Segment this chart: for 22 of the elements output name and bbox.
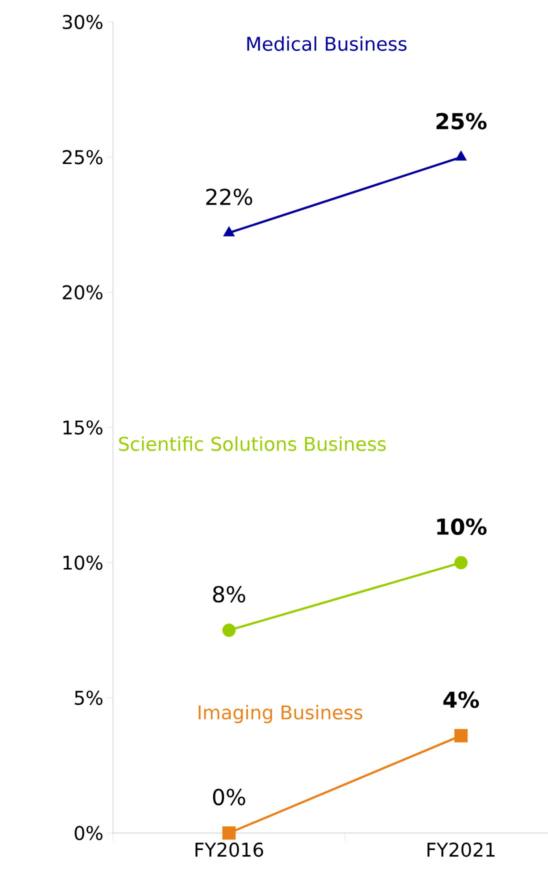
y-tick-label: 15% xyxy=(63,420,102,435)
y-tick-label: 20% xyxy=(62,285,102,300)
y-tick-label: 5% xyxy=(74,690,102,705)
y-tick-label: 10% xyxy=(63,556,102,570)
data-label: 10% xyxy=(437,518,487,535)
point xyxy=(454,556,468,570)
data-label: 4% xyxy=(443,691,479,708)
y-tick-label: 30% xyxy=(62,14,102,30)
data-label: 0% xyxy=(213,788,246,806)
point xyxy=(222,826,236,840)
y-tick-label: 0% xyxy=(74,826,102,840)
point xyxy=(454,729,468,742)
point xyxy=(222,624,236,637)
text: Imaging Business xyxy=(198,704,362,724)
text: Medical Business xyxy=(247,36,407,51)
data-label: 8% xyxy=(213,586,246,603)
y-tick-label: 25% xyxy=(62,150,102,164)
text: Scientific Solutions Business xyxy=(119,436,386,452)
data-label: 25% xyxy=(436,112,487,130)
data-label: 22% xyxy=(206,188,252,206)
x-tick-label: FY2021 xyxy=(428,842,495,857)
x-tick-label: FY2016 xyxy=(196,842,264,857)
